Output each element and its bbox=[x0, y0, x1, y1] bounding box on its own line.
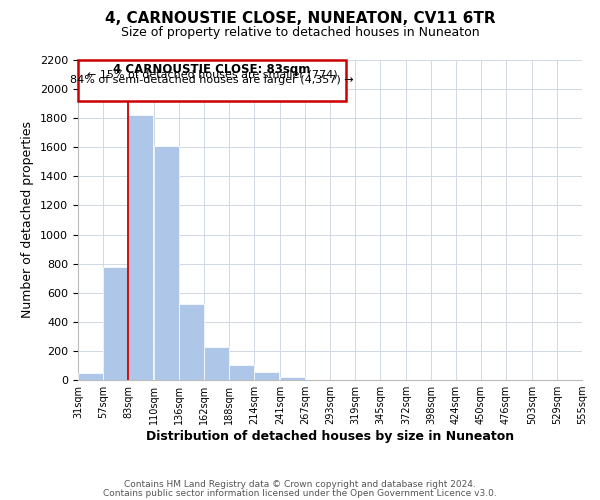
Text: 4 CARNOUSTIE CLOSE: 83sqm: 4 CARNOUSTIE CLOSE: 83sqm bbox=[113, 63, 311, 76]
X-axis label: Distribution of detached houses by size in Nuneaton: Distribution of detached houses by size … bbox=[146, 430, 514, 443]
Bar bbox=[229, 364, 254, 380]
Bar bbox=[103, 268, 128, 380]
Bar bbox=[280, 377, 305, 380]
Text: 84% of semi-detached houses are larger (4,357) →: 84% of semi-detached houses are larger (… bbox=[70, 74, 354, 85]
Bar bbox=[254, 372, 279, 380]
Bar bbox=[78, 372, 103, 380]
Bar bbox=[204, 346, 229, 380]
Text: 4, CARNOUSTIE CLOSE, NUNEATON, CV11 6TR: 4, CARNOUSTIE CLOSE, NUNEATON, CV11 6TR bbox=[104, 11, 496, 26]
Text: Size of property relative to detached houses in Nuneaton: Size of property relative to detached ho… bbox=[121, 26, 479, 39]
Bar bbox=[154, 146, 179, 380]
Bar bbox=[179, 304, 204, 380]
Bar bbox=[128, 116, 153, 380]
FancyBboxPatch shape bbox=[78, 60, 346, 100]
Text: ← 15% of detached houses are smaller (774): ← 15% of detached houses are smaller (77… bbox=[87, 69, 337, 79]
Text: Contains public sector information licensed under the Open Government Licence v3: Contains public sector information licen… bbox=[103, 489, 497, 498]
Text: Contains HM Land Registry data © Crown copyright and database right 2024.: Contains HM Land Registry data © Crown c… bbox=[124, 480, 476, 489]
Y-axis label: Number of detached properties: Number of detached properties bbox=[22, 122, 34, 318]
